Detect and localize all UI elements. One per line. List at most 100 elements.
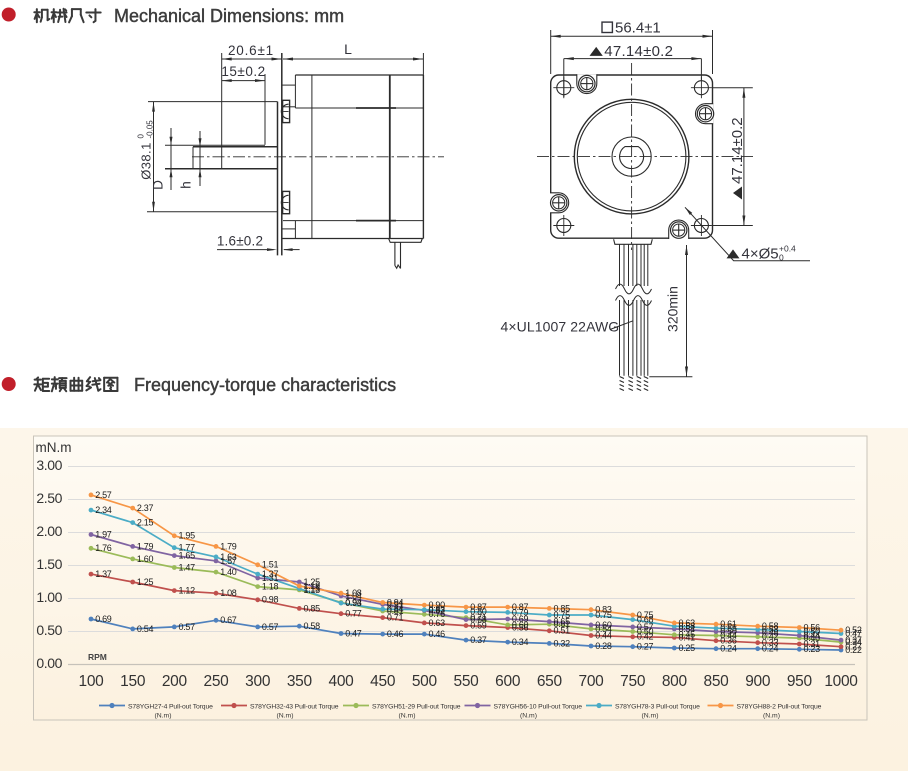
svg-text:0.52: 0.52 (845, 625, 862, 635)
svg-text:1.97: 1.97 (95, 529, 112, 539)
svg-text:0.87: 0.87 (470, 602, 487, 612)
svg-text:0.58: 0.58 (304, 621, 321, 631)
svg-text:300: 300 (245, 673, 271, 690)
svg-text:0.63: 0.63 (429, 618, 446, 628)
svg-text:0.94: 0.94 (387, 597, 404, 607)
svg-text:0.87: 0.87 (512, 602, 529, 612)
svg-text:1.12: 1.12 (179, 585, 196, 595)
svg-text:(N.m): (N.m) (642, 713, 659, 720)
svg-text:S78YGH78-3 Pull-out Torque: S78YGH78-3 Pull-out Torque (615, 704, 700, 711)
svg-text:1.25: 1.25 (137, 577, 154, 587)
svg-text:0.54: 0.54 (679, 624, 696, 634)
svg-text:1.19: 1.19 (304, 581, 321, 591)
svg-text:1.60: 1.60 (137, 554, 154, 564)
svg-text:0.36: 0.36 (720, 636, 737, 646)
svg-text:320min: 320min (665, 286, 681, 332)
svg-text:4×Ø5: 4×Ø5 (742, 246, 779, 263)
svg-text:0.45: 0.45 (679, 630, 696, 640)
svg-text:600: 600 (495, 673, 521, 690)
svg-text:15±0.2: 15±0.2 (221, 64, 265, 79)
svg-text:400: 400 (329, 673, 355, 690)
svg-text:0.37: 0.37 (470, 635, 487, 645)
svg-text:550: 550 (454, 673, 480, 690)
svg-text:0.83: 0.83 (429, 605, 446, 615)
svg-text:1.65: 1.65 (179, 551, 196, 561)
svg-text:0.68: 0.68 (470, 615, 487, 625)
svg-text:0.69: 0.69 (95, 614, 112, 624)
svg-text:1.51: 1.51 (262, 560, 279, 570)
svg-text:0.76: 0.76 (429, 609, 446, 619)
svg-text:D: D (151, 180, 166, 190)
svg-text:0.27: 0.27 (845, 642, 862, 652)
svg-text:h: h (179, 181, 194, 189)
svg-text:0.44: 0.44 (720, 630, 737, 640)
svg-text:(N.m): (N.m) (520, 713, 537, 720)
svg-text:3.00: 3.00 (36, 457, 62, 473)
svg-text:1.77: 1.77 (179, 543, 196, 553)
svg-text:0.67: 0.67 (220, 615, 237, 625)
svg-text:0.56: 0.56 (512, 622, 529, 632)
svg-text:S78YGH32-43 Pull-out Torque: S78YGH32-43 Pull-out Torque (250, 704, 339, 711)
svg-text:0.47: 0.47 (345, 628, 362, 638)
svg-text:0.57: 0.57 (262, 622, 279, 632)
svg-text:(N.m): (N.m) (155, 713, 172, 720)
svg-text:0.48: 0.48 (762, 628, 779, 638)
svg-text:0.69: 0.69 (512, 614, 529, 624)
svg-text:2.00: 2.00 (36, 523, 62, 539)
svg-text:0.27: 0.27 (637, 642, 654, 652)
svg-text:0.90: 0.90 (429, 600, 446, 610)
svg-text:0.98: 0.98 (262, 595, 279, 605)
svg-text:S78YGH51-29 Pull-out Torque: S78YGH51-29 Pull-out Torque (372, 704, 461, 711)
svg-text:850: 850 (704, 673, 730, 690)
svg-text:0.77: 0.77 (345, 609, 362, 619)
svg-text:0.59: 0.59 (470, 620, 487, 630)
svg-text:1.08: 1.08 (220, 588, 237, 598)
svg-text:0.25: 0.25 (679, 643, 696, 653)
svg-text:0.24: 0.24 (762, 644, 779, 654)
svg-text:0.75: 0.75 (554, 610, 571, 620)
svg-text:0.34: 0.34 (512, 637, 529, 647)
svg-text:1.25: 1.25 (304, 577, 321, 587)
svg-text:20.6±1: 20.6±1 (228, 43, 274, 58)
svg-text:0.37: 0.37 (845, 635, 862, 645)
svg-text:1.15: 1.15 (304, 584, 321, 594)
svg-text:56.4±1: 56.4±1 (615, 20, 661, 37)
svg-text:0.58: 0.58 (762, 621, 779, 631)
svg-text:0.46: 0.46 (387, 629, 404, 639)
svg-text:0.28: 0.28 (595, 641, 612, 651)
svg-text:0.41: 0.41 (679, 632, 696, 642)
svg-text:-0.05: -0.05 (146, 120, 155, 139)
svg-text:350: 350 (287, 673, 313, 690)
svg-text:2.57: 2.57 (95, 490, 112, 500)
svg-text:S78YGH27-4 Pull-out Torque: S78YGH27-4 Pull-out Torque (128, 704, 213, 711)
svg-text:0.58: 0.58 (679, 621, 696, 631)
svg-text:(N.m): (N.m) (277, 713, 294, 720)
svg-text:0.54: 0.54 (137, 624, 154, 634)
svg-text:1.37: 1.37 (95, 569, 112, 579)
svg-text:0.42: 0.42 (762, 632, 779, 642)
svg-text:+0.4: +0.4 (779, 244, 796, 254)
svg-text:200: 200 (162, 673, 188, 690)
svg-text:2.50: 2.50 (36, 490, 62, 506)
svg-text:0.42: 0.42 (637, 632, 654, 642)
svg-text:0.68: 0.68 (637, 615, 654, 625)
svg-text:0.47: 0.47 (845, 628, 862, 638)
svg-text:0.71: 0.71 (387, 613, 404, 623)
svg-text:0.61: 0.61 (720, 619, 737, 629)
svg-text:0.60: 0.60 (512, 620, 529, 630)
svg-text:1.18: 1.18 (262, 582, 279, 592)
svg-text:Ø38.1: Ø38.1 (139, 142, 154, 179)
svg-text:0.71: 0.71 (470, 613, 487, 623)
svg-text:0.57: 0.57 (179, 622, 196, 632)
svg-text:2.34: 2.34 (95, 505, 112, 515)
svg-text:450: 450 (370, 673, 396, 690)
svg-text:1.79: 1.79 (137, 541, 154, 551)
svg-text:0.46: 0.46 (429, 629, 446, 639)
svg-text:Frequency-torque characteristi: Frequency-torque characteristics (134, 375, 396, 395)
svg-text:0.91: 0.91 (387, 599, 404, 609)
svg-text:0.65: 0.65 (554, 617, 571, 627)
svg-text:0.24: 0.24 (720, 644, 737, 654)
svg-text:0.23: 0.23 (804, 644, 821, 654)
svg-text:0.80: 0.80 (470, 607, 487, 617)
svg-text:1.31: 1.31 (262, 573, 279, 583)
